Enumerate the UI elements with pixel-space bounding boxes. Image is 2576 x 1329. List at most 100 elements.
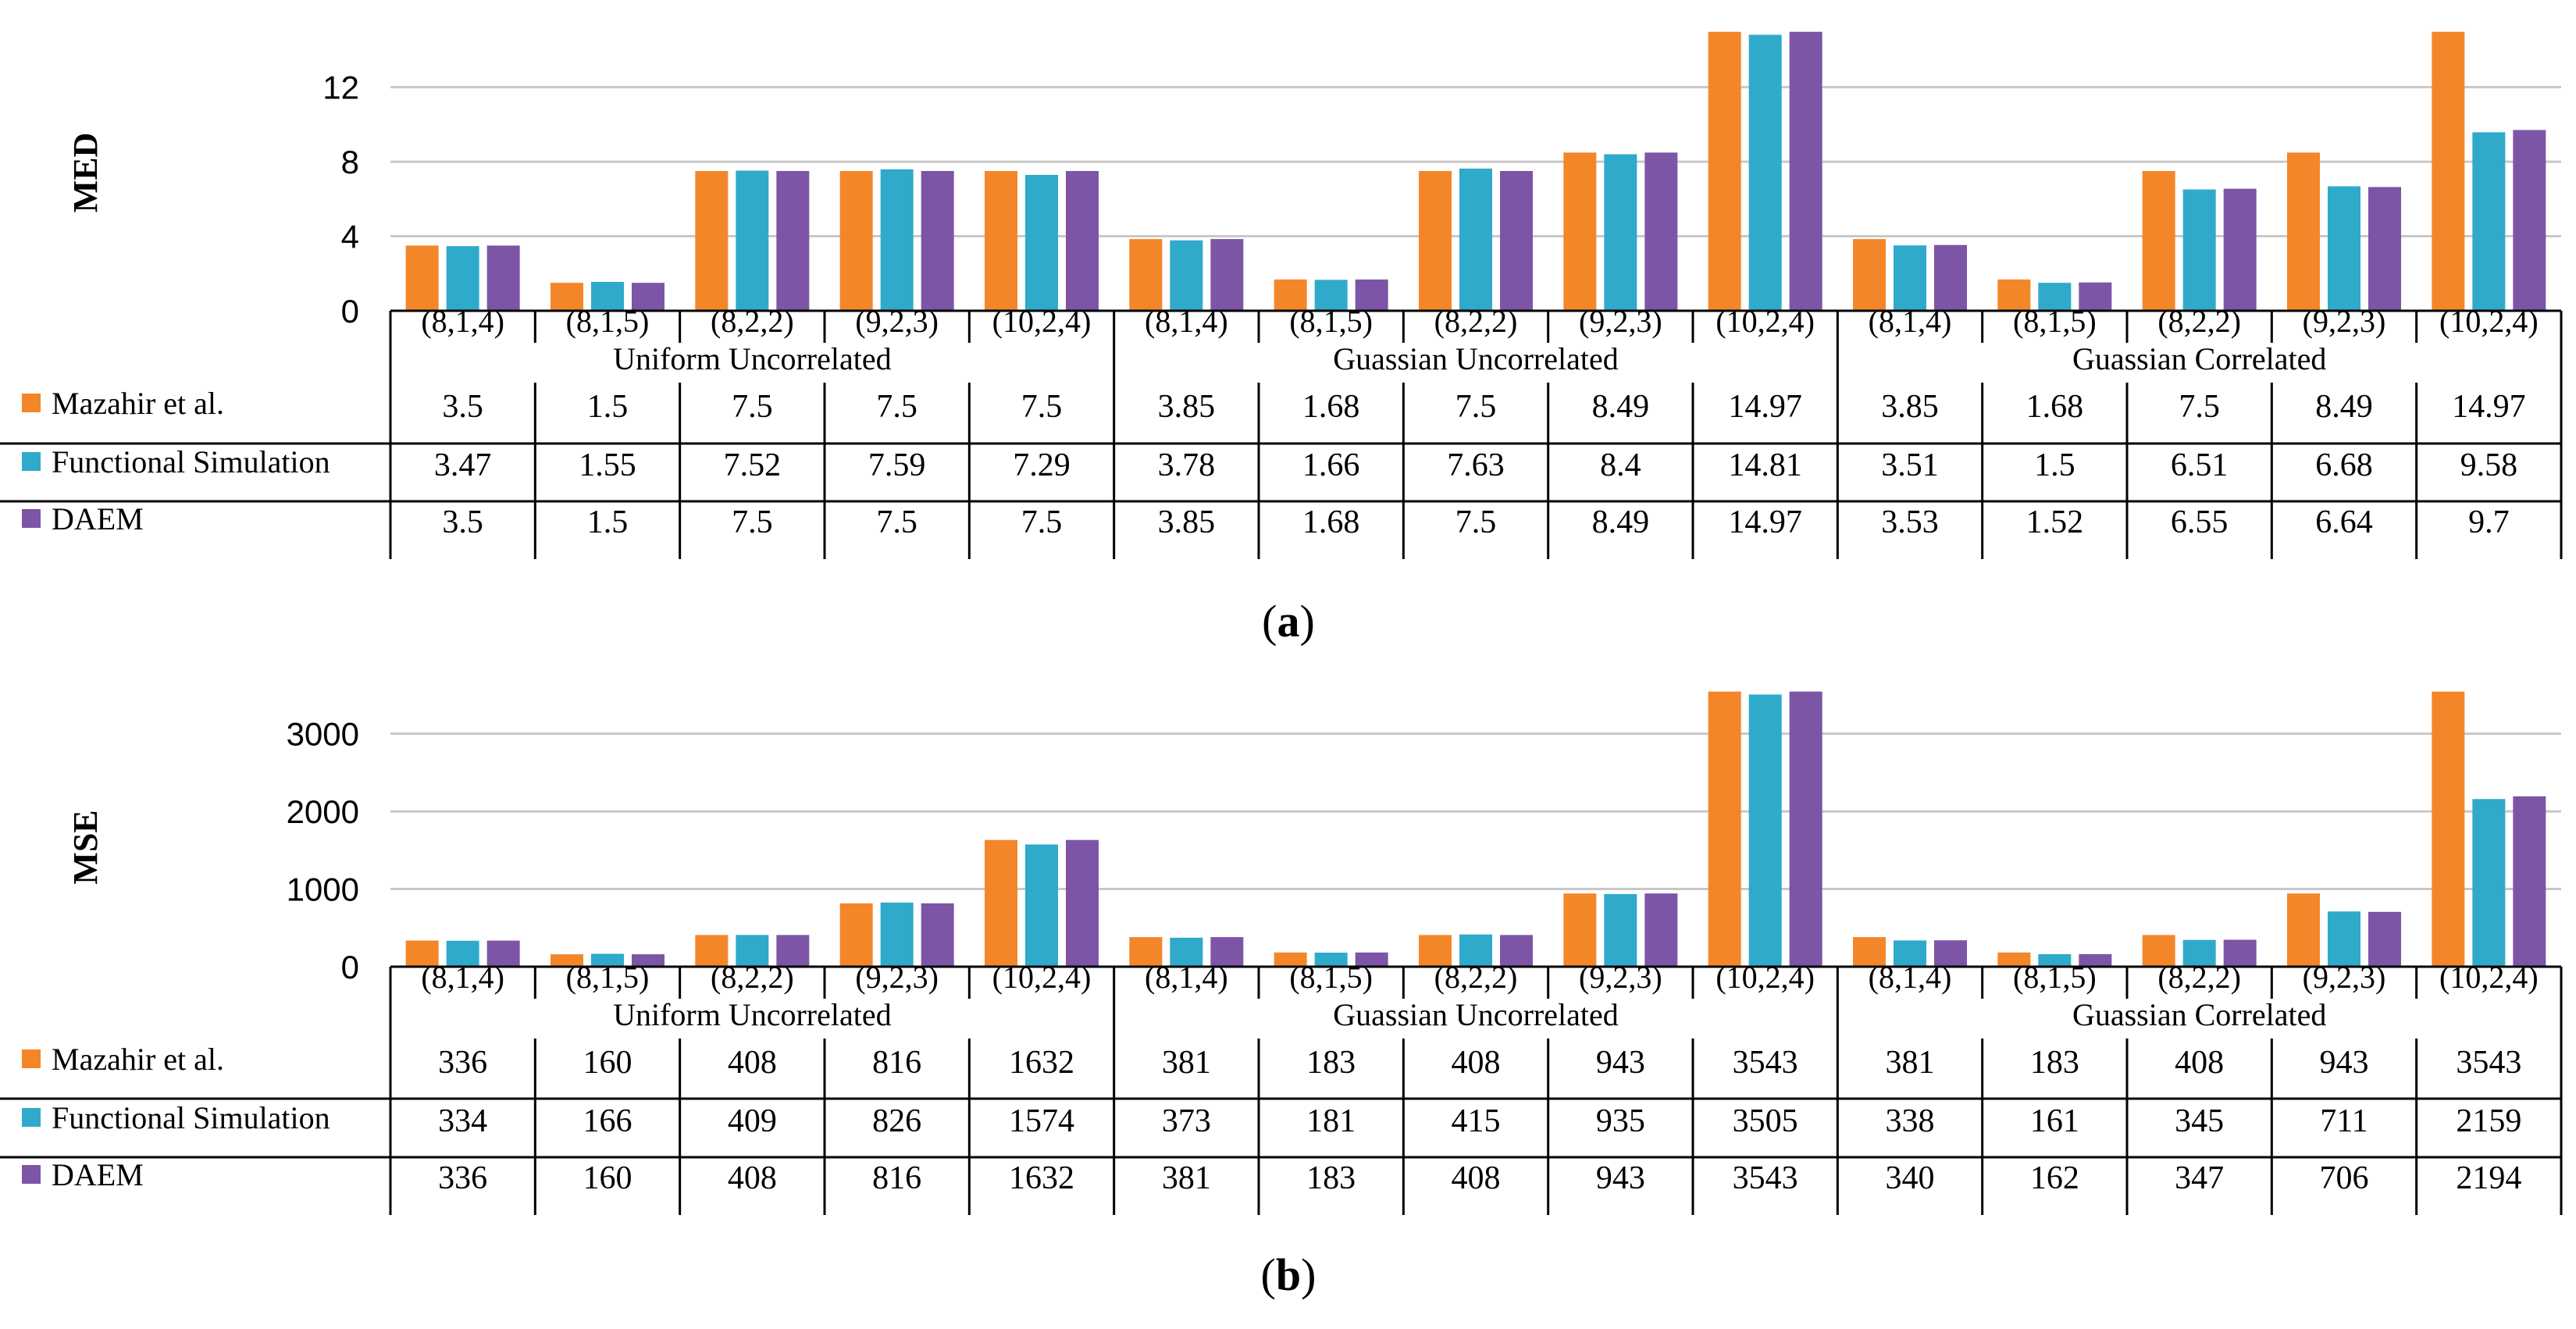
- data-label: 336: [438, 1160, 487, 1196]
- data-label: 6.68: [2315, 447, 2373, 483]
- data-label: 7.59: [868, 447, 926, 483]
- data-label: 3543: [2456, 1045, 2521, 1081]
- panel-label: (a): [1262, 596, 1315, 647]
- data-label: 943: [1596, 1045, 1645, 1081]
- data-label: 3.78: [1158, 447, 1216, 483]
- bar-functional-simulation: [880, 902, 914, 967]
- data-label: 3.85: [1158, 389, 1216, 425]
- panel-label: (b): [1261, 1249, 1317, 1300]
- data-label: 7.5: [732, 504, 773, 540]
- bar-mazahir-et-al: [1997, 279, 2031, 311]
- data-label: 1.68: [2026, 389, 2084, 425]
- x-tick-label: (8,1,5): [1289, 960, 1373, 995]
- data-label: 8.49: [1592, 504, 1650, 540]
- bar-mazahir-et-al: [1708, 31, 1741, 311]
- bar-functional-simulation: [2038, 283, 2072, 311]
- data-label: 3505: [1733, 1103, 1798, 1139]
- x-tick-label: (10,2,4): [1716, 304, 1815, 339]
- bar-functional-simulation: [1314, 280, 1348, 311]
- x-tick-label: (8,1,5): [1289, 304, 1373, 339]
- data-label: 7.5: [1021, 389, 1063, 425]
- bar-mazahir-et-al: [1419, 935, 1452, 967]
- bar-mazahir-et-al: [550, 954, 583, 967]
- bar-mazahir-et-al: [1129, 937, 1163, 967]
- x-tick-label: (8,1,4): [1145, 304, 1228, 339]
- data-label: 1.55: [579, 447, 636, 483]
- legend-label: DAEM: [52, 501, 144, 536]
- data-label: 14.81: [1728, 447, 1802, 483]
- legend-swatch: [22, 1165, 41, 1184]
- data-label: 1574: [1009, 1103, 1074, 1139]
- legend-label: DAEM: [52, 1157, 144, 1192]
- x-tick-label: (8,1,5): [2013, 960, 2097, 995]
- x-tick-label: (8,2,2): [2157, 304, 2241, 339]
- data-label: 381: [1886, 1045, 1935, 1081]
- data-label: 183: [1306, 1045, 1356, 1081]
- data-label: 408: [728, 1160, 777, 1196]
- data-label: 162: [2030, 1160, 2079, 1196]
- bar-mazahir-et-al: [405, 245, 439, 311]
- bar-functional-simulation: [1894, 245, 1926, 311]
- data-label: 14.97: [1728, 389, 1802, 425]
- bar-mazahir-et-al: [695, 171, 729, 311]
- data-label: 183: [2030, 1045, 2079, 1081]
- data-label: 711: [2320, 1103, 2368, 1139]
- y-tick-label: 8: [341, 144, 359, 180]
- data-label: 14.97: [1728, 504, 1802, 540]
- legend-label: Functional Simulation: [52, 1100, 330, 1135]
- bar-mazahir-et-al: [1708, 691, 1741, 967]
- bar-mazahir-et-al: [2432, 31, 2465, 311]
- x-tick-label: (10,2,4): [1716, 960, 1815, 995]
- x-tick-label: (9,2,3): [2303, 304, 2386, 339]
- bar-functional-simulation: [2472, 799, 2506, 967]
- bar-mazahir-et-al: [2142, 171, 2175, 311]
- bar-daem: [2223, 188, 2257, 311]
- bar-daem: [1644, 893, 1678, 967]
- bar-mazahir-et-al: [1274, 279, 1307, 311]
- data-label: 3.51: [1881, 447, 1939, 483]
- data-label: 7.52: [724, 447, 782, 483]
- data-label: 7.29: [1013, 447, 1071, 483]
- data-label: 7.5: [876, 504, 917, 540]
- bar-daem: [1500, 935, 1533, 967]
- bar-daem: [2513, 130, 2546, 311]
- bar-daem: [1210, 937, 1244, 967]
- bar-mazahir-et-al: [1997, 952, 2031, 967]
- bar-functional-simulation: [591, 282, 624, 311]
- x-tick-label: (9,2,3): [2303, 960, 2386, 995]
- data-label: 3.47: [434, 447, 492, 483]
- x-tick-label: (10,2,4): [992, 960, 1092, 995]
- bar-mazahir-et-al: [2287, 893, 2320, 967]
- x-tick-label: (8,2,2): [1434, 960, 1518, 995]
- data-label: 408: [2175, 1045, 2224, 1081]
- bar-mazahir-et-al: [985, 839, 1017, 967]
- data-label: 7.63: [1447, 447, 1505, 483]
- bar-functional-simulation: [1748, 34, 1782, 311]
- data-label: 943: [1596, 1160, 1645, 1196]
- data-label: 345: [2175, 1103, 2224, 1139]
- y-tick-label: 12: [322, 69, 359, 106]
- bar-daem: [1789, 691, 1822, 967]
- bar-mazahir-et-al: [405, 940, 439, 967]
- bar-daem: [2079, 282, 2112, 311]
- data-label: 181: [1306, 1103, 1356, 1139]
- data-label: 3543: [1733, 1160, 1798, 1196]
- bar-mazahir-et-al: [2287, 152, 2320, 311]
- data-label: 1.68: [1302, 504, 1360, 540]
- legend-label: Mazahir et al.: [52, 1042, 224, 1077]
- bar-functional-simulation: [591, 953, 624, 967]
- bar-daem: [1066, 171, 1099, 311]
- bar-mazahir-et-al: [1274, 952, 1307, 967]
- bar-functional-simulation: [880, 169, 914, 311]
- bar-mazahir-et-al: [1563, 152, 1597, 311]
- bar-daem: [1210, 239, 1244, 311]
- bar-functional-simulation: [1170, 240, 1203, 311]
- data-label: 373: [1162, 1103, 1211, 1139]
- bar-mazahir-et-al: [1129, 239, 1163, 311]
- x-tick-label: (8,2,2): [711, 960, 794, 995]
- x-tick-label: (9,2,3): [1579, 960, 1662, 995]
- data-label: 1.68: [1302, 389, 1360, 425]
- data-label: 7.5: [1455, 504, 1497, 540]
- bar-mazahir-et-al: [1853, 937, 1886, 967]
